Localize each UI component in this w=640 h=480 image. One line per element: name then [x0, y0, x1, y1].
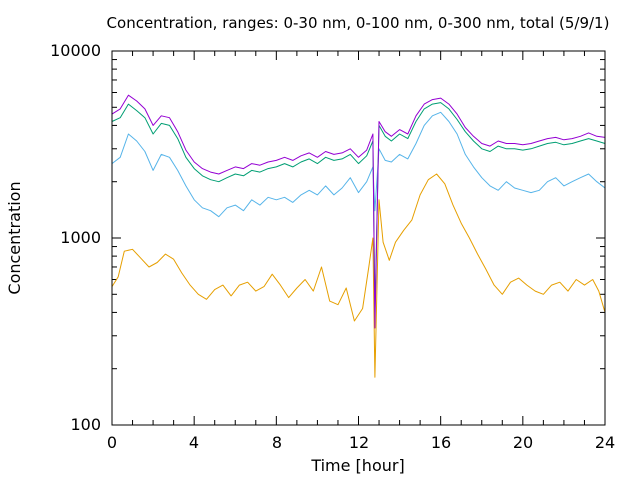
x-tick-label: 4: [189, 433, 199, 452]
series-line-2: [111, 111, 606, 218]
series-line-1: [111, 173, 606, 378]
x-tick-label: 24: [595, 433, 615, 452]
y-tick-label: 10000: [50, 41, 101, 60]
plot-frame: [111, 50, 606, 426]
x-tick-label: 0: [107, 433, 117, 452]
axis-ticks: [111, 50, 606, 426]
x-tick-label: 16: [431, 433, 451, 452]
y-tick-label: 100: [70, 415, 101, 434]
x-tick-label: 12: [349, 433, 369, 452]
x-tick-label: 20: [513, 433, 533, 452]
x-axis-title: Time [hour]: [310, 456, 404, 475]
y-tick-label: 1000: [60, 228, 101, 247]
series-line-4: [111, 94, 606, 329]
y-axis-title: Concentration: [5, 181, 24, 294]
series-lines: [111, 94, 606, 378]
chart-title: Concentration, ranges: 0-30 nm, 0-100 nm…: [107, 14, 610, 32]
series-line-3: [111, 102, 606, 313]
x-tick-label: 8: [272, 433, 282, 452]
